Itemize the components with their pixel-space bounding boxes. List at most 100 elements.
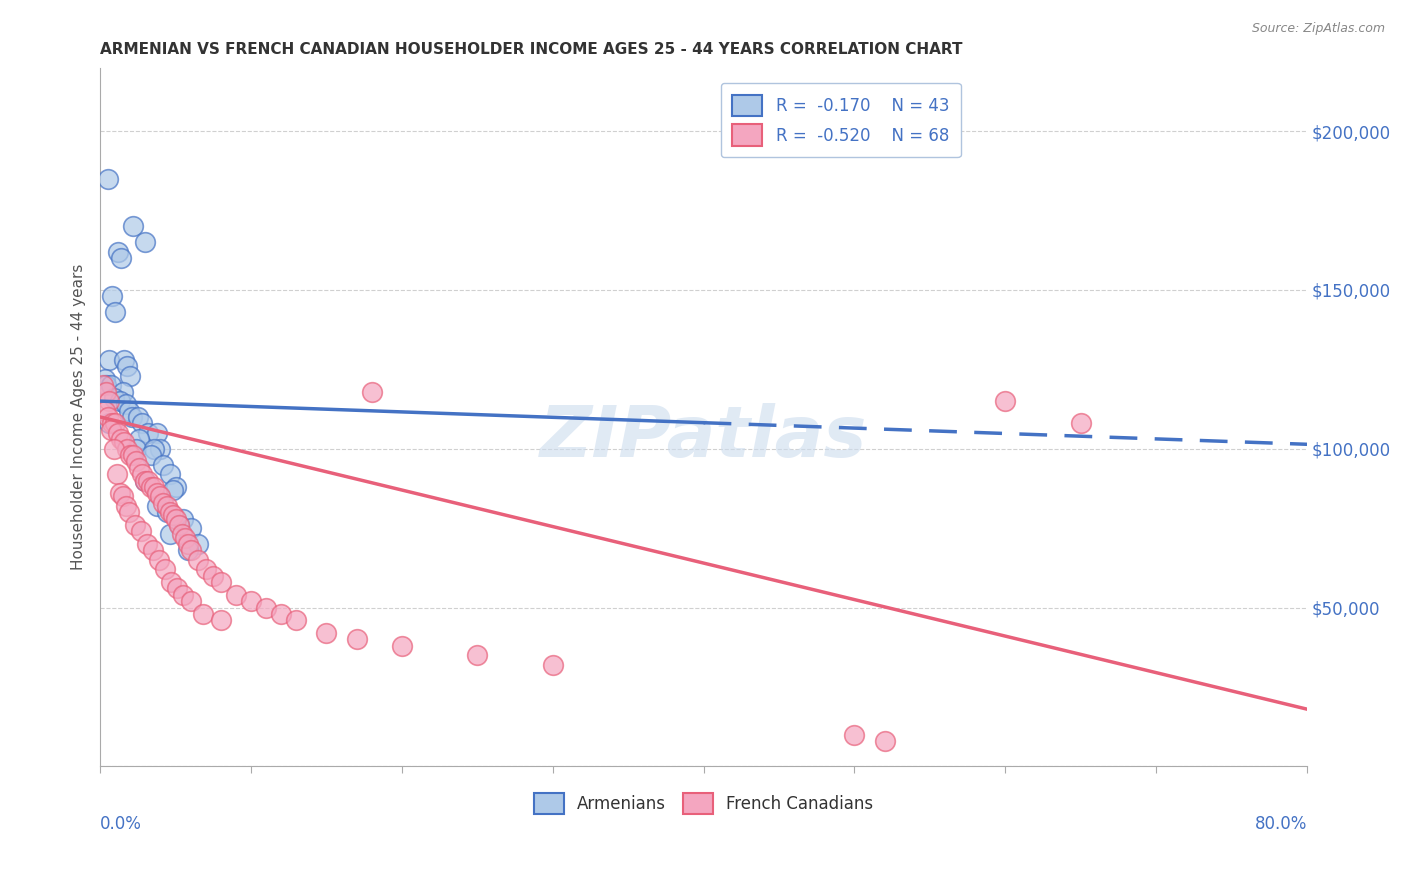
- Point: [873, 734, 896, 748]
- Point: [121, 409, 143, 424]
- Point: [138, 474, 160, 488]
- Point: [117, 359, 139, 374]
- Point: [155, 505, 177, 519]
- Point: [128, 460, 150, 475]
- Point: [91, 378, 114, 392]
- Point: [129, 524, 152, 539]
- Point: [93, 372, 115, 386]
- Point: [134, 235, 156, 250]
- Point: [254, 600, 277, 615]
- Point: [134, 474, 156, 488]
- Point: [172, 511, 194, 525]
- Point: [180, 521, 202, 535]
- Point: [98, 394, 121, 409]
- Point: [118, 505, 141, 519]
- Point: [93, 403, 115, 417]
- Point: [112, 352, 135, 367]
- Point: [97, 409, 120, 424]
- Point: [122, 219, 145, 234]
- Point: [209, 575, 232, 590]
- Point: [148, 553, 170, 567]
- Point: [160, 575, 183, 590]
- Point: [125, 442, 148, 456]
- Point: [138, 425, 160, 440]
- Point: [142, 543, 165, 558]
- Point: [107, 244, 129, 259]
- Point: [101, 289, 124, 303]
- Point: [159, 467, 181, 482]
- Point: [152, 458, 174, 472]
- Point: [104, 305, 127, 319]
- Point: [104, 417, 127, 431]
- Point: [173, 531, 195, 545]
- Point: [100, 423, 122, 437]
- Point: [270, 607, 292, 621]
- Point: [120, 368, 142, 383]
- Point: [153, 562, 176, 576]
- Point: [103, 442, 125, 456]
- Point: [120, 448, 142, 462]
- Point: [194, 562, 217, 576]
- Point: [108, 486, 131, 500]
- Point: [180, 543, 202, 558]
- Point: [101, 417, 124, 431]
- Point: [98, 352, 121, 367]
- Point: [152, 496, 174, 510]
- Text: 80.0%: 80.0%: [1254, 815, 1308, 833]
- Point: [176, 537, 198, 551]
- Point: [111, 384, 134, 399]
- Point: [391, 639, 413, 653]
- Point: [162, 508, 184, 523]
- Point: [135, 537, 157, 551]
- Point: [155, 499, 177, 513]
- Point: [541, 657, 564, 672]
- Point: [187, 553, 209, 567]
- Point: [127, 409, 149, 424]
- Point: [134, 474, 156, 488]
- Point: [176, 543, 198, 558]
- Point: [159, 527, 181, 541]
- Point: [209, 613, 232, 627]
- Point: [844, 728, 866, 742]
- Point: [166, 582, 188, 596]
- Point: [131, 467, 153, 482]
- Point: [107, 425, 129, 440]
- Point: [149, 489, 172, 503]
- Text: ZIPatlas: ZIPatlas: [540, 403, 868, 473]
- Point: [105, 467, 128, 482]
- Point: [187, 537, 209, 551]
- Y-axis label: Householder Income Ages 25 - 44 years: Householder Income Ages 25 - 44 years: [72, 264, 86, 570]
- Point: [117, 442, 139, 456]
- Point: [96, 384, 118, 399]
- Point: [96, 378, 118, 392]
- Point: [191, 607, 214, 621]
- Point: [124, 518, 146, 533]
- Point: [143, 442, 166, 456]
- Point: [114, 499, 136, 513]
- Point: [360, 384, 382, 399]
- Point: [118, 403, 141, 417]
- Point: [146, 425, 169, 440]
- Point: [240, 594, 263, 608]
- Text: Source: ZipAtlas.com: Source: ZipAtlas.com: [1251, 22, 1385, 36]
- Point: [110, 251, 132, 265]
- Point: [172, 588, 194, 602]
- Point: [146, 486, 169, 500]
- Point: [165, 511, 187, 525]
- Point: [110, 432, 132, 446]
- Point: [285, 613, 308, 627]
- Point: [162, 483, 184, 497]
- Legend: Armenians, French Canadians: Armenians, French Canadians: [527, 786, 880, 821]
- Point: [100, 378, 122, 392]
- Point: [1070, 417, 1092, 431]
- Point: [146, 499, 169, 513]
- Point: [167, 518, 190, 533]
- Point: [112, 435, 135, 450]
- Point: [180, 594, 202, 608]
- Point: [346, 632, 368, 647]
- Point: [994, 394, 1017, 409]
- Point: [111, 489, 134, 503]
- Point: [131, 417, 153, 431]
- Point: [114, 397, 136, 411]
- Point: [202, 568, 225, 582]
